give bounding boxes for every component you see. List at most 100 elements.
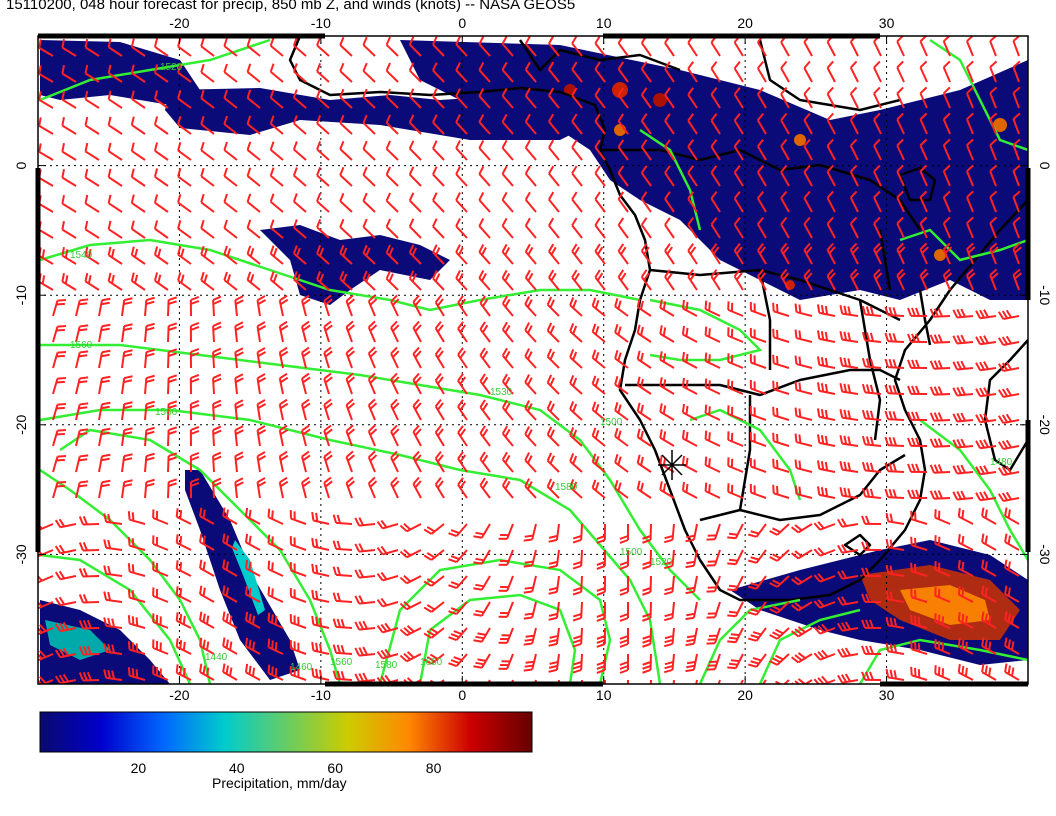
wind-barb xyxy=(38,573,54,584)
wind-barb xyxy=(84,246,100,265)
wind-barb xyxy=(816,486,836,499)
wind-barb xyxy=(246,37,261,57)
wind-barb xyxy=(523,627,537,646)
wind-barb xyxy=(596,549,606,570)
wind-barb xyxy=(803,112,813,135)
wind-barb xyxy=(223,167,238,187)
lon-tick-label-bottom: -20 xyxy=(169,687,189,703)
wind-barb xyxy=(222,507,238,525)
wind-barb xyxy=(103,539,123,551)
wind-barb xyxy=(687,191,698,213)
wind-barb xyxy=(479,295,491,317)
wind-barb xyxy=(455,36,468,57)
wind-barb xyxy=(432,88,445,109)
wind-barb xyxy=(910,666,928,681)
wind-barb xyxy=(103,643,123,655)
wind-barb xyxy=(663,549,675,570)
wind-barb xyxy=(664,113,675,135)
wind-barb xyxy=(121,401,133,421)
contour-label: 1580 xyxy=(555,482,578,493)
wind-barb xyxy=(952,308,974,319)
wind-barb xyxy=(256,477,267,499)
wind-barb xyxy=(524,296,537,317)
wind-barb xyxy=(177,168,192,187)
wind-barb xyxy=(52,376,67,395)
wind-barb xyxy=(107,64,123,83)
wind-barb xyxy=(849,86,859,109)
lat-tick-label-left: -20 xyxy=(13,414,29,434)
wind-barb xyxy=(98,323,111,343)
wind-barb xyxy=(399,625,422,637)
wind-barb xyxy=(861,357,882,369)
wind-barb xyxy=(292,89,307,109)
madagascar-coastline xyxy=(983,338,1028,472)
wind-barb xyxy=(1004,585,1020,603)
wind-barb xyxy=(981,637,997,655)
wind-barb xyxy=(546,348,560,369)
wind-barb xyxy=(885,616,905,629)
wind-barb xyxy=(289,562,307,577)
wind-barb xyxy=(316,271,330,291)
wind-barb xyxy=(390,320,400,343)
wind-barb xyxy=(548,627,560,647)
wind-barb xyxy=(292,245,307,265)
country-border xyxy=(699,395,752,522)
wind-barb xyxy=(942,60,951,83)
wind-barb xyxy=(501,373,514,395)
wind-barb xyxy=(934,665,951,681)
wind-barb xyxy=(594,113,606,135)
wind-barb xyxy=(614,401,629,421)
wind-barb xyxy=(952,464,974,475)
wind-barb xyxy=(84,64,100,83)
wind-barb xyxy=(130,116,146,135)
wind-barb xyxy=(345,476,356,499)
wind-barb xyxy=(681,351,698,369)
wind-barb xyxy=(524,243,537,265)
wind-barb xyxy=(127,511,146,525)
wind-barb xyxy=(345,398,356,421)
wind-barb xyxy=(339,270,353,291)
wind-barb xyxy=(498,627,514,644)
wind-barb xyxy=(54,518,77,529)
wind-barb xyxy=(501,269,514,291)
wind-barb xyxy=(301,450,311,473)
wind-barb xyxy=(861,593,882,603)
wind-barb xyxy=(727,523,744,540)
wind-barb xyxy=(839,409,859,421)
wind-barb xyxy=(269,193,284,213)
contour-label: 1440 xyxy=(205,652,228,663)
wind-barb xyxy=(981,533,997,551)
wind-barb xyxy=(861,515,882,525)
wind-barb xyxy=(710,243,721,265)
wind-barb xyxy=(548,217,560,239)
wind-barb xyxy=(849,190,859,213)
wind-barb xyxy=(61,143,77,161)
wind-barb xyxy=(311,589,330,603)
wind-barb xyxy=(989,112,998,135)
wind-barb xyxy=(885,642,905,655)
wind-barb xyxy=(934,561,951,577)
wind-barb xyxy=(791,626,813,638)
wind-barb xyxy=(907,385,928,395)
wind-barb xyxy=(223,115,238,135)
wind-barb xyxy=(316,193,330,213)
wind-barb xyxy=(733,243,744,265)
wind-barb xyxy=(127,537,146,551)
wind-barb xyxy=(84,38,100,57)
wind-barb xyxy=(524,61,537,83)
wind-barb xyxy=(167,452,178,473)
wind-barb xyxy=(478,192,491,213)
wind-barb xyxy=(408,140,422,161)
wind-barb xyxy=(837,518,859,528)
wind-barb xyxy=(861,645,882,655)
wind-barb xyxy=(803,86,813,109)
wind-barb xyxy=(455,62,468,83)
wind-barb xyxy=(981,507,997,525)
wind-barb xyxy=(152,613,169,629)
wind-barb xyxy=(399,575,422,585)
wind-barb xyxy=(38,650,54,662)
wind-barb xyxy=(107,194,123,213)
wind-barb xyxy=(747,523,767,538)
wind-barb xyxy=(200,63,215,83)
wind-barb xyxy=(289,588,307,603)
